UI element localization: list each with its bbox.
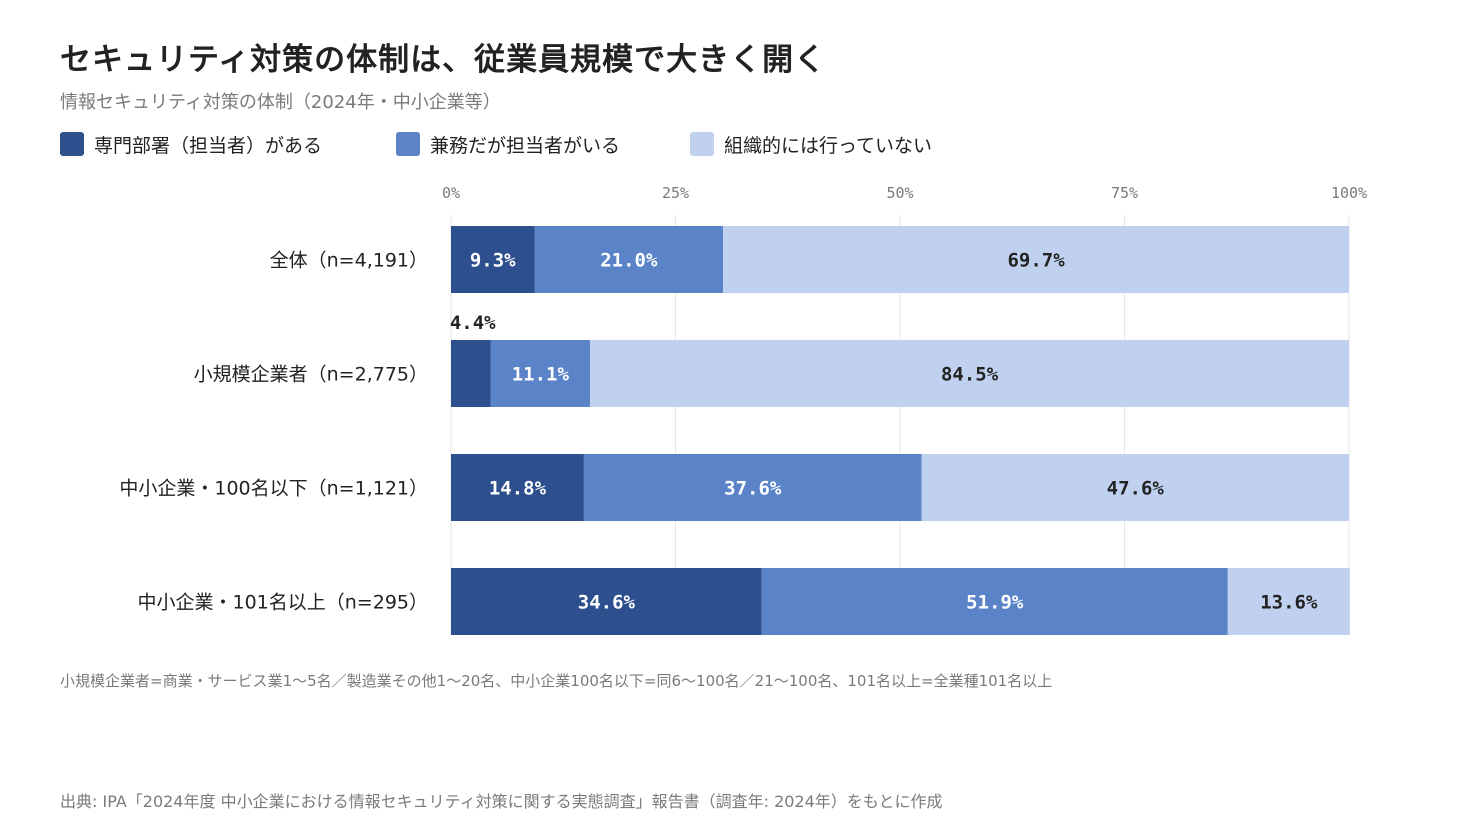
stacked-bar-chart: 0% 25% 50% 75% 100% 全体（n=4,191） 9.3% 21.0% 69.7%… xyxy=(119,184,1367,635)
data-label: 51.9% xyxy=(966,592,1024,614)
data-label: 9.3% xyxy=(470,250,516,272)
data-label: 84.5% xyxy=(941,364,999,386)
bar-segment xyxy=(723,226,1349,293)
bar-segment xyxy=(451,454,584,521)
legend-label-none: 組織的には行っていない xyxy=(724,134,933,157)
chart-source: 出典: IPA「2024年度 中小企業における情報セキュリティ対策に関する実態調… xyxy=(60,792,943,811)
legend-item-none: 組織的には行っていない xyxy=(690,131,932,158)
data-label: 69.7% xyxy=(1007,250,1065,272)
data-label: 21.0% xyxy=(600,250,658,272)
x-tick-label: 25% xyxy=(662,184,689,202)
category-label: 中小企業・100名以下（n=1,121） xyxy=(119,478,428,500)
x-tick-label: 100% xyxy=(1331,184,1367,202)
chart-subtitle: 情報セキュリティ対策の体制（2024年・中小企業等） xyxy=(60,92,501,113)
bar-segment xyxy=(451,568,762,635)
bar-segment xyxy=(590,340,1349,407)
category-label: 中小企業・101名以上（n=295） xyxy=(138,592,429,614)
bar-segment xyxy=(534,226,724,293)
chart-note: 小規模企業者=商業・サービス業1～5名／製造業その他1～20名、中小企業100名… xyxy=(60,672,1053,690)
x-tick-label: 0% xyxy=(442,184,460,202)
category-label: 小規模企業者（n=2,775） xyxy=(194,364,428,386)
bar-segment xyxy=(1227,568,1350,635)
x-tick-label: 50% xyxy=(886,184,913,202)
legend: 専門部署（担当者）がある 兼務だが担当者がいる 組織的には行っていない xyxy=(60,130,932,158)
chart-title: セキュリティ対策の体制は、従業員規模で大きく開く xyxy=(60,42,827,78)
data-label: 34.6% xyxy=(578,592,636,614)
data-label: 37.6% xyxy=(724,478,782,500)
data-label: 4.4% xyxy=(450,312,496,334)
legend-label-dedicated: 専門部署（担当者）がある xyxy=(94,134,323,157)
x-tick-label: 75% xyxy=(1111,184,1138,202)
bar-segment xyxy=(921,454,1349,521)
legend-swatch-dedicated xyxy=(60,132,84,156)
bar-segment xyxy=(583,454,922,521)
data-label: 13.6% xyxy=(1260,592,1318,614)
data-label: 47.6% xyxy=(1107,478,1165,500)
data-label: 14.8% xyxy=(489,478,547,500)
legend-label-concurrent: 兼務だが担当者がいる xyxy=(430,134,621,157)
bar-segment xyxy=(451,226,535,293)
legend-item-concurrent: 兼務だが担当者がいる xyxy=(396,131,690,158)
legend-item-dedicated: 専門部署（担当者）がある xyxy=(60,131,396,158)
bar-segment xyxy=(490,340,591,407)
bar-segment xyxy=(451,340,491,407)
bar-segment xyxy=(761,568,1228,635)
data-label: 11.1% xyxy=(512,364,570,386)
legend-swatch-none xyxy=(690,132,714,156)
legend-swatch-concurrent xyxy=(396,132,420,156)
category-label: 全体（n=4,191） xyxy=(270,250,428,272)
